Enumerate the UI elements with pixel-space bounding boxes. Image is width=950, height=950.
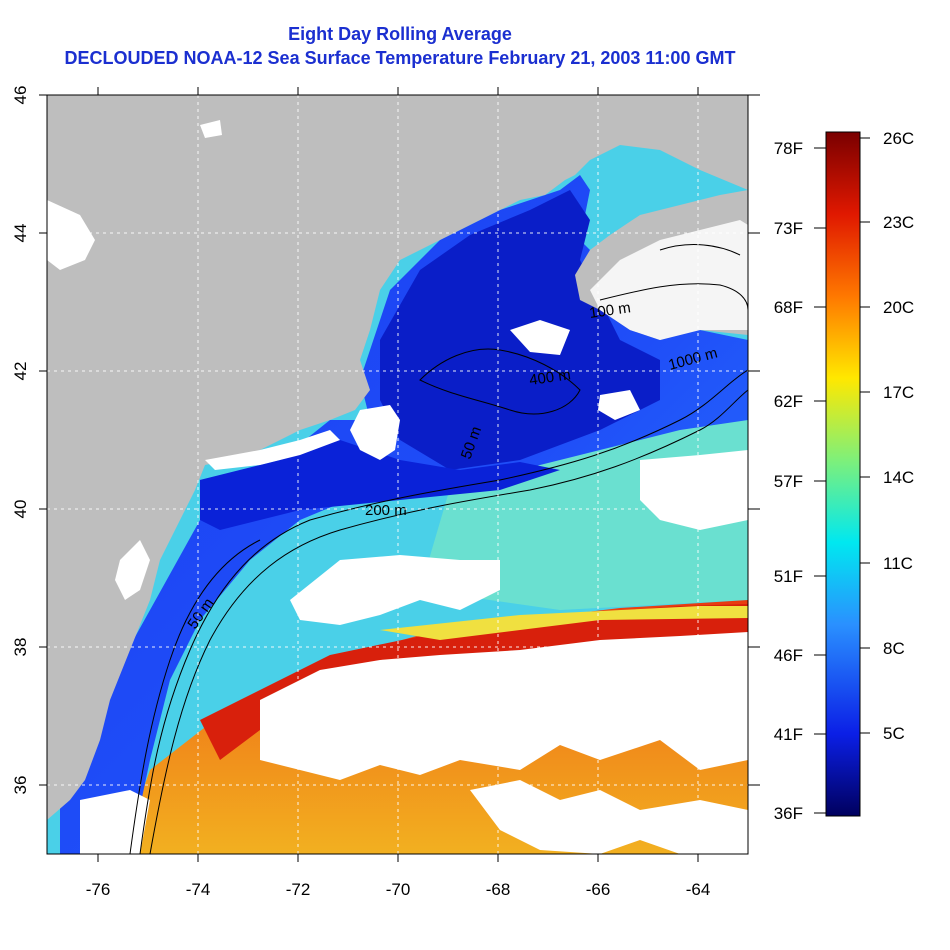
cloud-mask [80,790,150,854]
colorbar-label-fahrenheit: 46F [774,646,803,665]
colorbar-label-celsius: 8C [883,639,905,658]
colorbar-label-celsius: 26C [883,129,914,148]
colorbar-label-celsius: 11C [883,554,913,573]
land-lowland [115,540,150,600]
colorbar-label-fahrenheit: 62F [774,392,803,411]
colorbar-label-fahrenheit: 57F [774,472,803,491]
map-subtitle: DECLOUDED NOAA-12 Sea Surface Temperatur… [64,48,736,68]
bathymetry-contours [129,244,748,854]
lat-tick-label: 44 [11,224,30,243]
cloud-mask [510,320,570,355]
colorbar-label-fahrenheit: 78F [774,139,803,158]
lon-ticks [97,87,699,862]
contour-50m [129,539,261,854]
colorbar-celsius-ticks [860,137,870,734]
georges-bank-cold [200,440,560,530]
lon-tick-label: -76 [86,880,111,899]
colorbar-label-fahrenheit: 68F [774,298,803,317]
colorbar-label-fahrenheit: 36F [774,804,803,823]
lat-tick-label: 46 [11,86,30,105]
lat-tick-label: 36 [11,776,30,795]
colorbar-fahrenheit-ticks [814,147,826,814]
contour-label: 100 m [588,299,632,322]
land-mass [47,95,748,820]
cloud-nova-scotia-shelf [590,220,748,340]
lat-tick-label: 42 [11,362,30,381]
lon-tick-labels: -76 -74 -72 -70 -68 -66 -64 [86,880,711,899]
lon-tick-label: -70 [386,880,411,899]
cloud-mask [470,780,748,854]
cloud-mask [260,632,748,780]
contour-label: 400 m [528,366,572,389]
contour-labels: 100 m 1000 m 400 m 50 m 200 m 50 m [184,299,719,632]
lon-tick-label: -72 [286,880,311,899]
cloud-mask [640,450,748,530]
colorbar-label-celsius: 23C [883,213,914,232]
map-panel: 100 m 1000 m 400 m 50 m 200 m 50 m [47,95,748,854]
lon-tick-label: -66 [586,880,611,899]
lat-tick-label: 38 [11,638,30,657]
lat-tick-labels: 36 38 40 42 44 46 [11,86,30,795]
contour-200m [139,369,748,854]
cloud-land [47,200,95,270]
lon-tick-label: -74 [186,880,211,899]
colorbar-celsius-labels: 26C 23C 20C 17C 14C 11C 8C 5C [883,129,914,743]
colorbar-label-fahrenheit: 41F [774,725,803,744]
colorbar-label-celsius: 20C [883,298,914,317]
cloud-mask [290,555,500,625]
colorbar-label-celsius: 17C [883,383,914,402]
colorbar-label-celsius: 5C [883,724,905,743]
map-title: Eight Day Rolling Average [288,24,512,44]
contour-label: 200 m [365,502,407,519]
contour-basin [419,348,581,415]
lat-ticks [39,94,760,786]
map-grid [47,95,748,854]
colorbar-fahrenheit-labels: 78F 73F 68F 62F 57F 51F 46F 41F 36F [774,139,803,823]
colorbar [825,131,861,817]
colorbar-label-fahrenheit: 51F [774,567,803,586]
lat-tick-label: 40 [11,500,30,519]
lon-tick-label: -64 [686,880,711,899]
land-cape-cod [350,405,400,460]
land-long-island [205,430,340,470]
lon-tick-label: -68 [486,880,511,899]
contour-shelf-ns [659,244,741,256]
cloud-land [200,120,222,138]
contour-1000m [149,389,748,854]
gulf-stream-front [380,606,748,640]
contour-shelf-ns [599,283,748,311]
colorbar-label-celsius: 14C [883,468,914,487]
cloud-mask [598,390,640,420]
colorbar-label-fahrenheit: 73F [774,219,803,238]
